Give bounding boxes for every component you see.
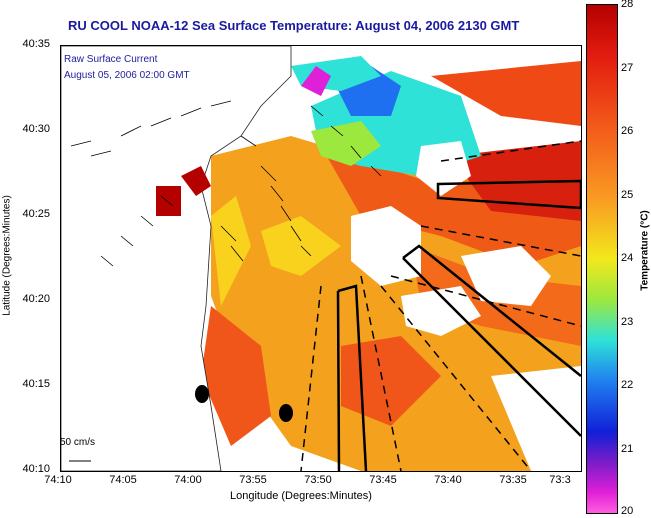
- x-tick: 73:35: [488, 474, 538, 486]
- land-fill-patch: [156, 186, 181, 216]
- x-tick: 74:05: [98, 474, 148, 486]
- x-tick: 73:50: [293, 474, 343, 486]
- colorbar-tick: 27: [621, 62, 633, 74]
- y-tick: 40:35: [10, 38, 50, 50]
- x-tick: 73:3: [540, 474, 580, 486]
- y-tick: 40:15: [10, 378, 50, 390]
- scale-label: 50 cm/s: [60, 437, 95, 448]
- x-tick: 73:55: [228, 474, 278, 486]
- y-axis-label: Latitude (Degrees:Minutes): [2, 191, 13, 321]
- colorbar-tick: 22: [621, 379, 633, 391]
- y-tick: 40:25: [10, 208, 50, 220]
- x-tick: 74:00: [163, 474, 213, 486]
- x-tick: 73:40: [423, 474, 473, 486]
- current-label: Raw Surface Current: [64, 54, 157, 65]
- colorbar-tick: 25: [621, 189, 633, 201]
- map-title: RU COOL NOAA-12 Sea Surface Temperature:…: [68, 18, 519, 33]
- x-tick: 74:10: [33, 474, 83, 486]
- temperature-colorbar: [586, 4, 618, 514]
- current-time-label: August 05, 2006 02:00 GMT: [64, 70, 190, 81]
- y-tick: 40:20: [10, 293, 50, 305]
- colorbar-tick: 23: [621, 316, 633, 328]
- colorbar-tick: 20: [621, 505, 633, 517]
- station-marker: [279, 404, 293, 422]
- colorbar-tick: 24: [621, 252, 633, 264]
- station-marker: [195, 385, 209, 403]
- sst-map-canvas: [61, 46, 581, 471]
- sst-map: [60, 45, 582, 472]
- x-axis-label: Longitude (Degrees:Minutes): [230, 490, 372, 502]
- colorbar-tick: 21: [621, 443, 633, 455]
- x-tick: 73:45: [358, 474, 408, 486]
- colorbar-tick: 26: [621, 125, 633, 137]
- colorbar-tick: 28: [621, 0, 633, 10]
- y-tick: 40:30: [10, 123, 50, 135]
- colorbar-title: Temperature (°C): [640, 181, 651, 321]
